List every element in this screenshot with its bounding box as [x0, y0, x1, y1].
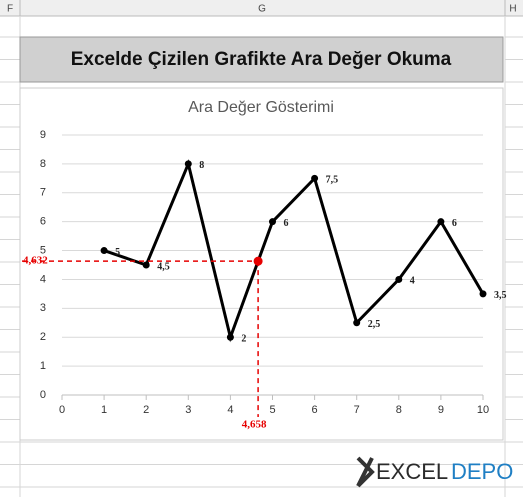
point — [269, 218, 276, 226]
point — [437, 218, 445, 226]
plot: 0 1 2 3 4 5 6 7 8 9 0 1 2 3 4 5 6 7 8 9 10 5 4,5 8 2 6 7,5 2,5 4 6 3,5… — [22, 129, 507, 431]
data-label: 2 — [241, 334, 246, 345]
x-tick-label: 3 — [185, 404, 191, 416]
point — [395, 275, 403, 283]
point — [226, 333, 234, 341]
y-tick-label: 7 — [40, 187, 46, 199]
x-tick-label: 7 — [354, 404, 360, 416]
x-tick-label: 6 — [312, 404, 318, 416]
y-tick-label: 9 — [40, 129, 46, 141]
banner — [19, 36, 504, 83]
column-header-bar — [0, 0, 523, 16]
x-tick-label: 0 — [59, 404, 65, 416]
point — [311, 174, 319, 182]
logo-icon — [356, 456, 375, 488]
y-tick-label: 6 — [40, 216, 46, 228]
data-label: 4 — [410, 276, 415, 287]
data-label: 7,5 — [326, 175, 339, 186]
line — [103, 159, 485, 343]
data-label: 3,5 — [494, 290, 507, 301]
y-tick-label: 1 — [40, 360, 46, 372]
y-tick-label: 4 — [40, 273, 46, 285]
data-label: 4,5 — [157, 261, 170, 272]
data-label: 2,5 — [368, 319, 381, 330]
annotation-y-label: 4,632 — [23, 255, 48, 267]
x-tick-label: 2 — [143, 404, 149, 416]
annotation-x-label: 4,658 — [242, 419, 267, 431]
data-label: 6 — [284, 218, 289, 229]
point — [353, 319, 361, 327]
point — [184, 160, 192, 168]
annotation-point — [253, 256, 263, 266]
y-tick-label: 0 — [40, 389, 46, 401]
x-tick-label: 5 — [269, 404, 275, 416]
column-header: H — [509, 4, 516, 15]
x-tick-label: 8 — [396, 404, 402, 416]
data-label: 5 — [115, 247, 120, 258]
logo-text: EXCEL — [376, 459, 448, 484]
point — [142, 261, 150, 269]
y-tick-label: 3 — [40, 302, 46, 314]
point — [100, 247, 108, 255]
x-tick-label: 9 — [438, 404, 444, 416]
y-tick-label: 5 — [40, 244, 46, 256]
data-label: 8 — [199, 160, 204, 171]
x-tick-label: 4 — [227, 404, 233, 416]
data-label: 6 — [452, 218, 457, 229]
logo: EXCEL DEPO — [356, 456, 513, 488]
x-tick-label: 10 — [477, 404, 489, 416]
x-tick-label: 1 — [101, 404, 107, 416]
y-tick-label: 8 — [40, 158, 46, 170]
y-tick-label: 2 — [40, 331, 46, 343]
point — [479, 290, 487, 298]
logo-text: DEPO — [451, 459, 513, 484]
column-header: F — [7, 4, 13, 15]
chart-title: Ara Değer Gösterimi — [188, 99, 334, 116]
column-header: G — [258, 4, 266, 15]
banner-text: Excelde Çizilen Grafikte Ara Değer Okuma — [71, 49, 452, 70]
